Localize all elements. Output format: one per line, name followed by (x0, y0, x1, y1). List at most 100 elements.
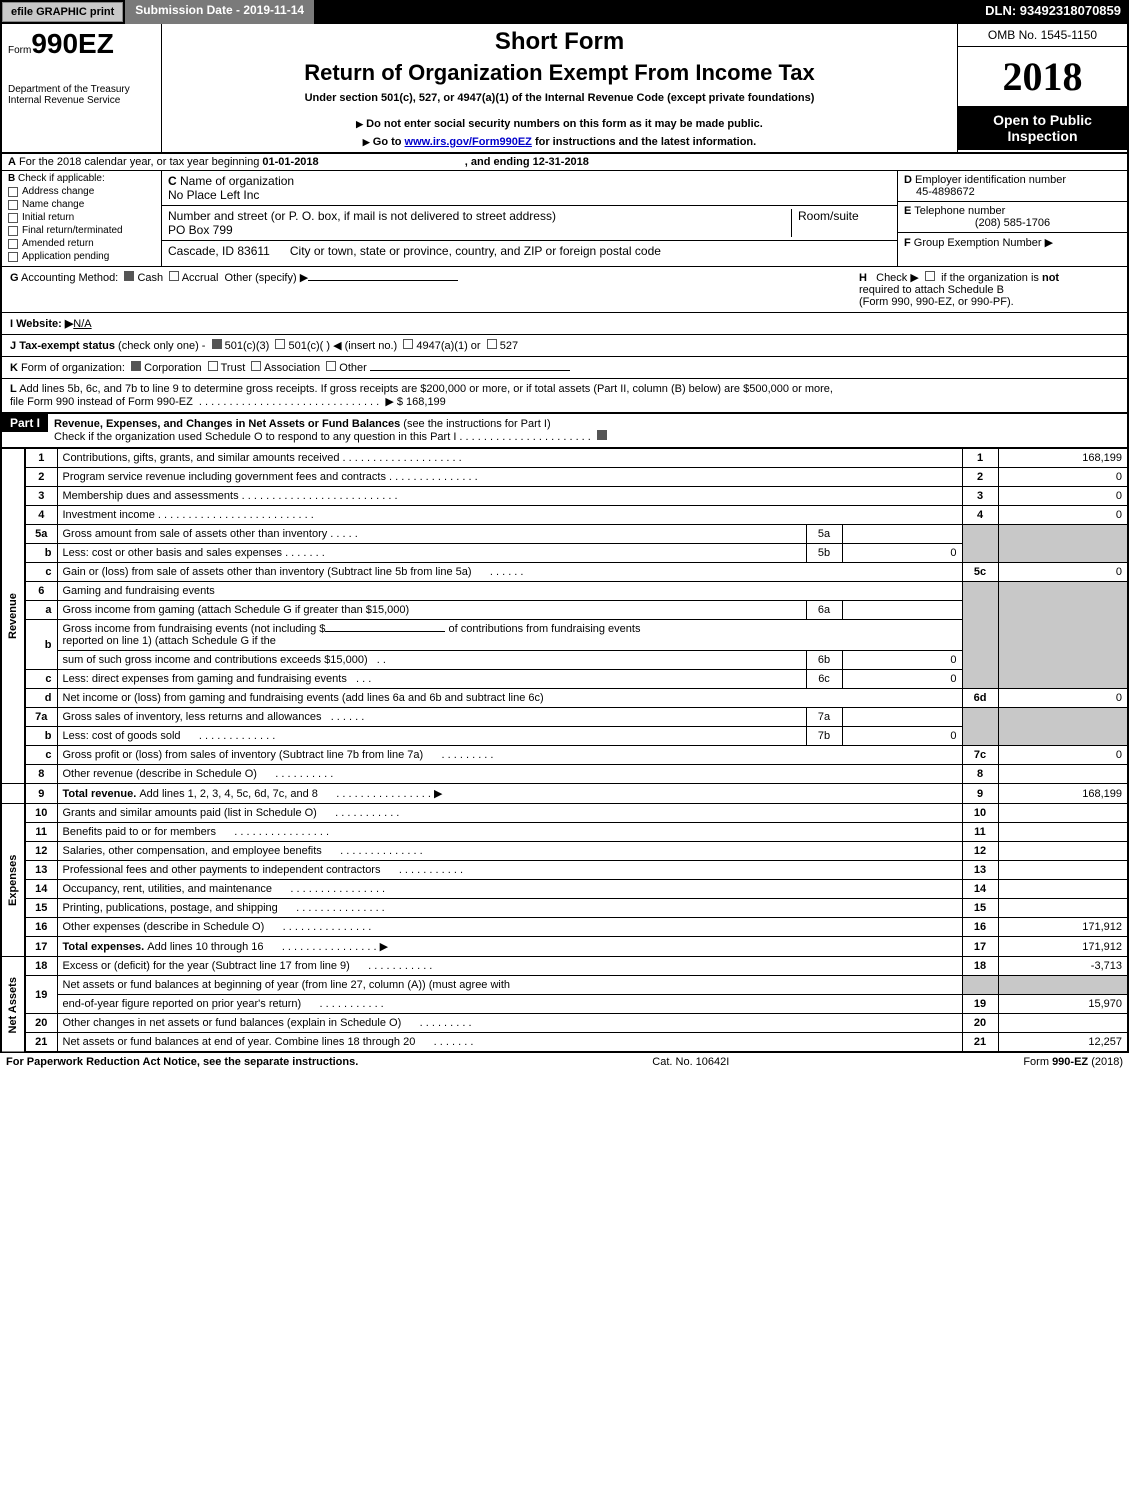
section-b: B Check if applicable: Address change Na… (2, 171, 162, 266)
accounting-method: Accounting Method: (21, 272, 118, 284)
arrow-icon (363, 136, 370, 148)
section-k: K Form of organization: Corporation Trus… (0, 357, 1129, 379)
table-row: Net Assets 18 Excess or (deficit) for th… (1, 957, 1128, 976)
submission-date: Submission Date - 2019-11-14 (125, 0, 314, 24)
form-header: Form990EZ Department of the Treasury Int… (0, 24, 1129, 154)
arrow-icon (356, 118, 363, 130)
opt-pending: Application pending (22, 251, 109, 262)
checkbox-icon[interactable] (8, 200, 18, 210)
table-row: b Gross income from fundraising events (… (1, 620, 1128, 651)
checkbox-icon[interactable] (8, 239, 18, 249)
line-rval: 0 (998, 506, 1128, 525)
line-num: 13 (25, 861, 57, 880)
line-rnum: 17 (962, 937, 998, 957)
opt-accrual: Accrual (182, 272, 219, 284)
line-num: d (25, 689, 57, 708)
label-d: D (904, 174, 912, 186)
checkbox-icon[interactable] (275, 339, 285, 349)
checkbox-icon[interactable] (8, 226, 18, 236)
table-row: Revenue 1 Contributions, gifts, grants, … (1, 449, 1128, 468)
checkbox-icon[interactable] (925, 271, 935, 281)
line-num: c (25, 563, 57, 582)
line-rnum: 8 (962, 765, 998, 784)
line-desc: Total revenue. Add lines 1, 2, 3, 4, 5c,… (57, 784, 962, 804)
table-row: 16 Other expenses (describe in Schedule … (1, 918, 1128, 937)
shaded-cell (962, 525, 998, 563)
dln: DLN: 93492318070859 (977, 0, 1129, 24)
form-prefix: Form (8, 45, 31, 56)
line-desc: Other expenses (describe in Schedule O) … (57, 918, 962, 937)
line-num: c (25, 746, 57, 765)
vside-netassets: Net Assets (1, 957, 25, 1053)
line-num: 5a (25, 525, 57, 544)
line-desc: Professional fees and other payments to … (57, 861, 962, 880)
line-rval: 171,912 (998, 918, 1128, 937)
checkbox-icon[interactable] (8, 187, 18, 197)
table-row: 21 Net assets or fund balances at end of… (1, 1033, 1128, 1053)
line-rval: 0 (998, 487, 1128, 506)
header-right: OMB No. 1545-1150 2018 Open to Public In… (957, 24, 1127, 152)
checkbox-icon[interactable] (487, 339, 497, 349)
label-g: G (10, 272, 19, 284)
line-rnum: 5c (962, 563, 998, 582)
addr-label: Number and street (or P. O. box, if mail… (168, 209, 556, 223)
section-c: C Name of organization No Place Left Inc… (162, 171, 897, 266)
line-rval: 12,257 (998, 1033, 1128, 1053)
do-not-enter: Do not enter social security numbers on … (170, 118, 949, 130)
line-num: 3 (25, 487, 57, 506)
line-rnum: 14 (962, 880, 998, 899)
checkbox-checked-icon[interactable] (124, 271, 134, 281)
checkbox-icon[interactable] (403, 339, 413, 349)
section-l: L Add lines 5b, 6c, and 7b to line 9 to … (0, 379, 1129, 414)
checkbox-icon[interactable] (326, 361, 336, 371)
efile-print-button[interactable]: efile GRAPHIC print (2, 2, 123, 22)
part1-title: Revenue, Expenses, and Changes in Net As… (54, 418, 400, 430)
checkbox-checked-icon[interactable] (131, 361, 141, 371)
checkbox-checked-icon[interactable] (212, 339, 222, 349)
table-row: 4 Investment income . . . . . . . . . . … (1, 506, 1128, 525)
line-desc: Less: cost or other basis and sales expe… (57, 544, 806, 563)
line-desc: Net assets or fund balances at beginning… (57, 976, 962, 995)
line-rval (998, 1014, 1128, 1033)
form-org-label: Form of organization: (21, 362, 125, 374)
line-desc: Less: direct expenses from gaming and fu… (57, 670, 806, 689)
section-def: D Employer identification number 45-4898… (897, 171, 1127, 266)
table-row: b Less: cost or other basis and sales ex… (1, 544, 1128, 563)
opt-other: Other (specify) ▶ (225, 272, 309, 284)
checkbox-checked-icon[interactable] (597, 430, 607, 440)
checkbox-icon[interactable] (251, 361, 261, 371)
line-rval: 171,912 (998, 937, 1128, 957)
line-rval (998, 842, 1128, 861)
line-rnum: 2 (962, 468, 998, 487)
lines-table: Revenue 1 Contributions, gifts, grants, … (0, 448, 1129, 1053)
line-desc: Gross income from gaming (attach Schedul… (57, 601, 806, 620)
l-text2: file Form 990 instead of Form 990-EZ (10, 396, 193, 408)
mid-val (842, 708, 962, 727)
irs-link[interactable]: www.irs.gov/Form990EZ (405, 136, 532, 148)
table-row: 11 Benefits paid to or for members . . .… (1, 823, 1128, 842)
line-num: 17 (25, 937, 57, 957)
short-form-title: Short Form (170, 28, 949, 56)
checkbox-icon[interactable] (208, 361, 218, 371)
line-rnum: 19 (962, 995, 998, 1014)
checkbox-icon[interactable] (8, 213, 18, 223)
table-row: 5a Gross amount from sale of assets othe… (1, 525, 1128, 544)
h-text3: required to attach Schedule B (859, 284, 1004, 296)
line-desc: Program service revenue including govern… (57, 468, 962, 487)
label-a: A (8, 156, 16, 168)
checkbox-icon[interactable] (8, 252, 18, 262)
irs: Internal Revenue Service (8, 95, 155, 106)
line-num: 7a (25, 708, 57, 727)
line-num: 15 (25, 899, 57, 918)
line-rnum: 9 (962, 784, 998, 804)
line-rnum: 13 (962, 861, 998, 880)
l-text1: Add lines 5b, 6c, and 7b to line 9 to de… (19, 383, 833, 395)
line-desc: Gain or (loss) from sale of assets other… (57, 563, 962, 582)
line-rnum: 16 (962, 918, 998, 937)
line-rval (998, 880, 1128, 899)
checkbox-icon[interactable] (169, 271, 179, 281)
l-val: ▶ $ 168,199 (385, 396, 445, 408)
section-j: J Tax-exempt status (check only one) - 5… (0, 335, 1129, 357)
line-rnum: 10 (962, 804, 998, 823)
part1-sub: (see the instructions for Part I) (403, 418, 550, 430)
